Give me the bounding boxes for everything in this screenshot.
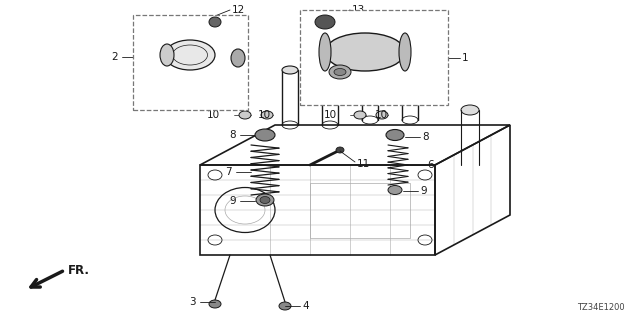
- Text: 4: 4: [302, 301, 308, 311]
- Ellipse shape: [282, 66, 298, 74]
- Ellipse shape: [319, 33, 331, 71]
- Ellipse shape: [388, 186, 402, 195]
- Text: 1: 1: [462, 53, 468, 63]
- Ellipse shape: [325, 33, 405, 71]
- Bar: [133, 15, 248, 110]
- Text: TZ34E1200: TZ34E1200: [577, 303, 625, 312]
- Ellipse shape: [255, 129, 275, 141]
- Text: 6: 6: [427, 160, 434, 170]
- Text: 12: 12: [232, 5, 245, 15]
- Ellipse shape: [260, 196, 270, 204]
- Ellipse shape: [362, 66, 378, 74]
- Ellipse shape: [329, 65, 351, 79]
- Bar: [310, 183, 410, 238]
- Text: 11: 11: [357, 159, 371, 169]
- Text: 8: 8: [229, 130, 236, 140]
- Ellipse shape: [261, 111, 273, 119]
- Ellipse shape: [402, 71, 418, 79]
- Ellipse shape: [322, 61, 338, 69]
- Text: 10: 10: [375, 110, 388, 120]
- Ellipse shape: [209, 17, 221, 27]
- Text: 5: 5: [332, 89, 339, 99]
- Ellipse shape: [239, 111, 251, 119]
- Text: 7: 7: [225, 167, 232, 177]
- Ellipse shape: [461, 105, 479, 115]
- Ellipse shape: [399, 33, 411, 71]
- Text: 8: 8: [422, 132, 429, 142]
- Ellipse shape: [334, 68, 346, 76]
- Bar: [300, 10, 448, 105]
- Ellipse shape: [231, 49, 245, 67]
- Ellipse shape: [376, 111, 388, 119]
- Text: 10: 10: [258, 110, 271, 120]
- Text: 13: 13: [352, 5, 365, 15]
- Text: 10: 10: [207, 110, 220, 120]
- Ellipse shape: [354, 111, 366, 119]
- Text: 10: 10: [324, 110, 337, 120]
- Ellipse shape: [336, 147, 344, 153]
- Text: 5: 5: [230, 81, 236, 91]
- Ellipse shape: [315, 15, 335, 29]
- Text: 3: 3: [189, 297, 196, 307]
- Text: 9: 9: [420, 186, 427, 196]
- Ellipse shape: [386, 130, 404, 140]
- Ellipse shape: [279, 302, 291, 310]
- Text: 9: 9: [229, 196, 236, 206]
- Text: FR.: FR.: [68, 265, 90, 277]
- Ellipse shape: [160, 44, 174, 66]
- Ellipse shape: [165, 40, 215, 70]
- Text: 2: 2: [111, 52, 118, 62]
- Ellipse shape: [209, 300, 221, 308]
- Ellipse shape: [256, 194, 274, 206]
